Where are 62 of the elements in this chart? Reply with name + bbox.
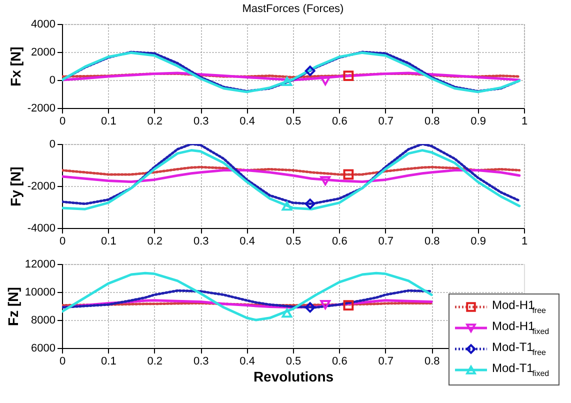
x-tick-label: 0.8	[424, 356, 440, 368]
x-tick-label: 0.5	[286, 236, 302, 248]
x-tick-label: 0.7	[378, 116, 394, 128]
y-tick-label: 10000	[24, 286, 56, 298]
point	[282, 308, 292, 318]
point	[304, 66, 316, 76]
x-tick-label: 0.3	[193, 116, 209, 128]
y-tick-label: 2000	[31, 46, 56, 58]
x-tick-label: 0.2	[147, 116, 163, 128]
point	[304, 198, 316, 210]
x-tick-label: 0.4	[240, 356, 255, 368]
y-tick-label: -2000	[27, 180, 56, 192]
y-axis-title: Fy [N]	[7, 166, 24, 206]
x-tick-label: 0.2	[147, 236, 163, 248]
x-tick-label: 0.8	[424, 236, 440, 248]
line-series	[62, 169, 521, 184]
x-tick-label: 0	[59, 236, 66, 248]
x-axis-title: Revolutions	[253, 368, 334, 384]
point	[320, 300, 331, 310]
point	[343, 169, 354, 180]
y-axis-title: Fz [N]	[4, 287, 21, 326]
x-tick-label: 0.7	[378, 236, 394, 248]
x-tick-label: 0.6	[332, 236, 348, 248]
x-tick-label: 0.9	[470, 236, 486, 248]
x-tick-label: 0	[59, 356, 66, 368]
x-tick-label: 0.5	[286, 356, 302, 368]
y-tick-label: -2000	[27, 102, 56, 114]
x-tick-label: 1	[521, 116, 528, 128]
point	[282, 76, 292, 86]
point	[343, 300, 354, 310]
line-series	[62, 272, 433, 322]
x-tick-label: 0.4	[240, 116, 255, 128]
x-tick-label: 0.1	[101, 356, 116, 368]
point	[343, 70, 354, 81]
point	[320, 76, 331, 86]
y-tick-label: 8000	[31, 314, 56, 326]
x-tick-label: 0.7	[378, 356, 394, 368]
x-tick-label: 0.9	[470, 116, 486, 128]
x-tick-label: 0.5	[286, 116, 302, 128]
x-tick-label: 0.1	[101, 116, 116, 128]
line-series	[62, 166, 521, 176]
y-tick-label: -4000	[27, 222, 56, 234]
x-tick-label: 0.1	[101, 236, 116, 248]
x-tick-label: 0.8	[424, 116, 440, 128]
x-tick-label: 0.4	[240, 236, 255, 248]
point	[304, 302, 316, 313]
y-tick-label: 12000	[24, 258, 56, 270]
y-tick-label: 6000	[31, 342, 56, 354]
x-tick-label: 0	[59, 116, 66, 128]
y-axis-title: Fx [N]	[7, 46, 24, 86]
point	[282, 201, 292, 211]
y-tick-label: 0	[49, 138, 56, 150]
y-tick-label: 0	[49, 74, 56, 86]
x-tick-label: 0.6	[332, 356, 348, 368]
y-tick-label: 4000	[31, 18, 56, 30]
point	[320, 176, 331, 186]
x-tick-label: 0.3	[193, 356, 209, 368]
x-tick-label: 0.2	[147, 356, 163, 368]
x-tick-label: 1	[521, 236, 528, 248]
chart-title: MastForces (Forces)	[242, 3, 344, 15]
x-tick-label: 0.3	[193, 236, 209, 248]
x-tick-label: 0.6	[332, 116, 348, 128]
